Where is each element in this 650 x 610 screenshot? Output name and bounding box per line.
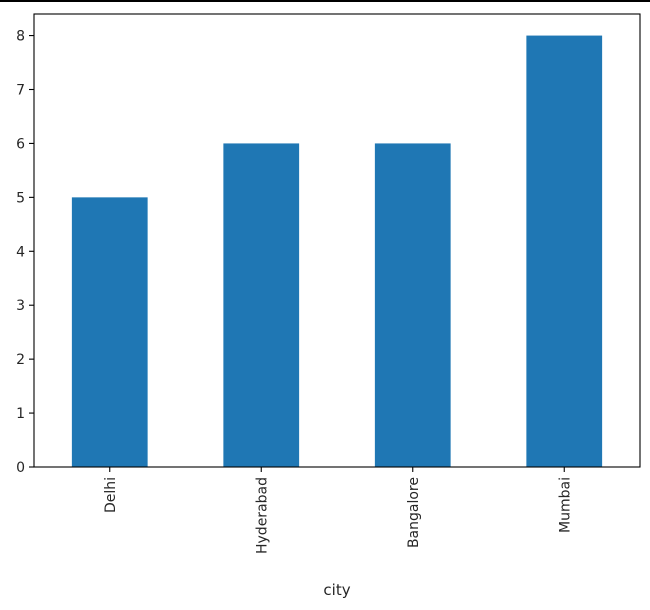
y-tick-label: 0: [16, 460, 25, 476]
bars-layer: [71, 35, 603, 467]
y-tick-label: 8: [16, 29, 25, 45]
y-tick-label: 1: [16, 406, 25, 422]
top-border-line: [0, 0, 650, 2]
labels-layer: 0 1 2 3 4 5 6 7 8 Delhi Hyderabad Bangalore Mumbai: [16, 29, 573, 554]
y-tick-label: 2: [16, 352, 25, 368]
bar-mumbai: [526, 35, 603, 467]
x-tick-label-hyderabad: Hyderabad: [254, 477, 270, 554]
y-tick-label: 4: [16, 244, 25, 260]
x-tick-label-delhi: Delhi: [103, 477, 119, 513]
y-tick-label: 3: [16, 298, 25, 314]
x-axis-label: city: [323, 581, 350, 599]
x-tick-label-bangalore: Bangalore: [406, 477, 422, 548]
plot-frame: [33, 13, 641, 468]
bar-delhi: [71, 197, 148, 467]
y-tick-label: 7: [16, 83, 25, 99]
bar-hyderabad: [223, 143, 300, 467]
axes-layer: [29, 13, 641, 472]
y-tick-label: 5: [16, 190, 25, 206]
x-tick-label-mumbai: Mumbai: [557, 477, 573, 533]
y-tick-label: 6: [16, 136, 25, 152]
bar-bangalore: [374, 143, 451, 467]
